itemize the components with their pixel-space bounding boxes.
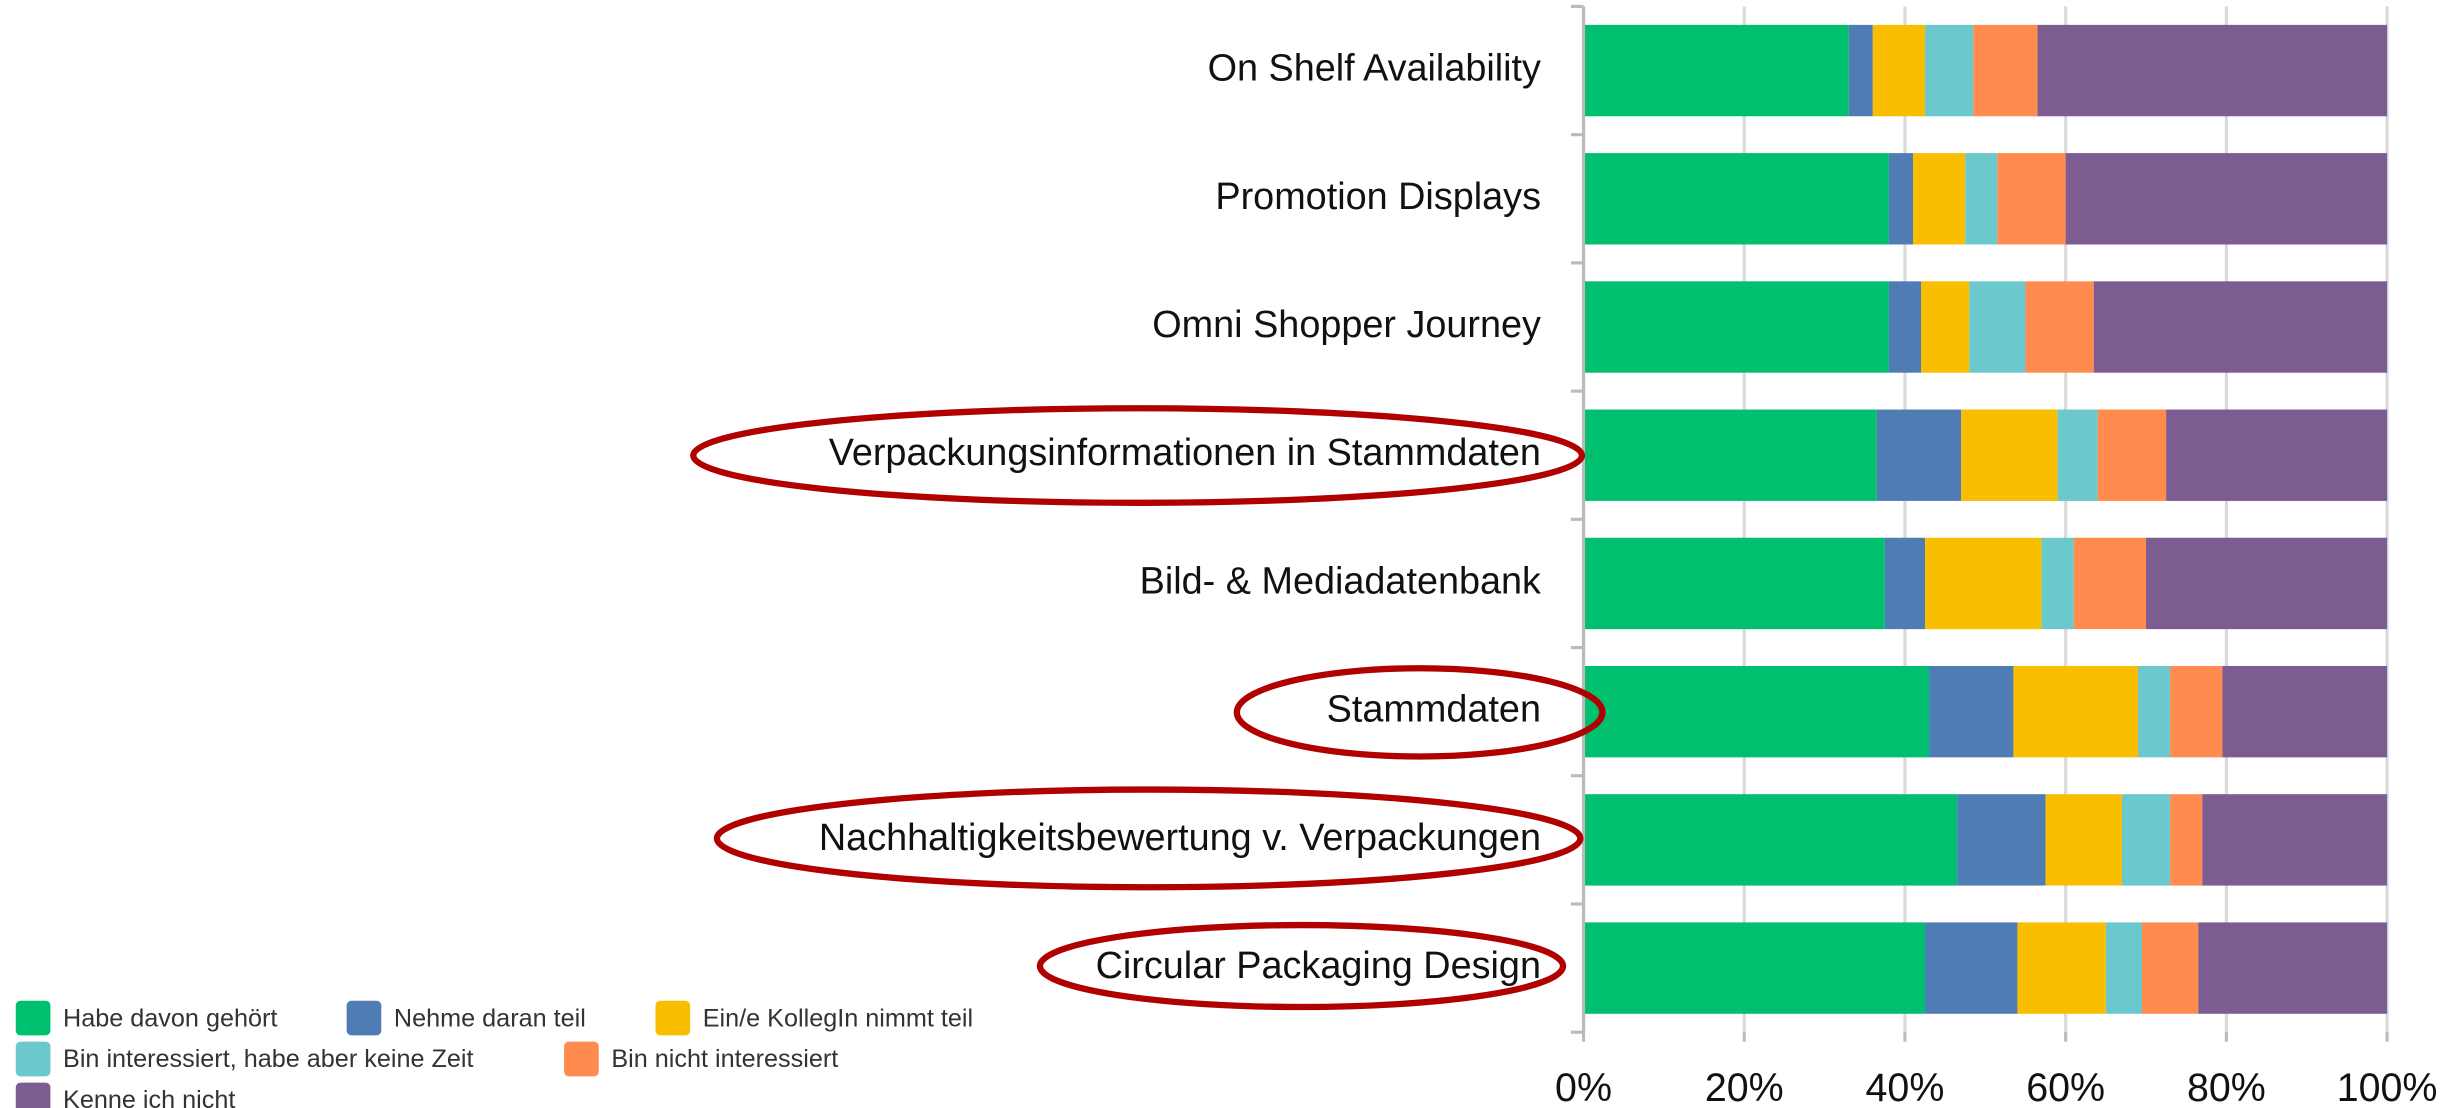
legend-label: Bin interessiert, habe aber keine Zeit	[63, 1045, 473, 1073]
bar-segment	[1969, 281, 2026, 373]
bar-segment	[2166, 409, 2388, 501]
category-label: Omni Shopper Journey	[1152, 304, 1541, 346]
legend-swatch	[655, 1000, 691, 1036]
bar-segment	[2073, 537, 2147, 630]
legend-swatch	[346, 1000, 382, 1036]
bar-segment	[2093, 281, 2388, 373]
bar-segment	[1997, 153, 2066, 245]
category-label: Stammdaten	[1327, 689, 1541, 731]
bar-segment	[1888, 153, 1913, 245]
bar-segment	[1872, 24, 1926, 117]
legend-label: Bin nicht interessiert	[611, 1045, 838, 1073]
category-label: Circular Packaging Design	[1096, 945, 1541, 987]
legend-swatch	[15, 1041, 51, 1077]
bar-segment	[2097, 409, 2167, 501]
annotations	[690, 405, 1606, 1011]
bar-segment	[1929, 665, 2014, 758]
bar-segment	[2105, 922, 2143, 1014]
category-label: Bild- & Mediadatenbank	[1140, 560, 1541, 602]
bar-segment	[1925, 922, 2018, 1014]
bar-segment	[1876, 409, 1962, 501]
bar-segment	[1888, 281, 1922, 373]
bar-segment	[1965, 153, 1998, 245]
bar-segment	[2013, 665, 2138, 758]
bar-segment	[1884, 537, 1926, 630]
bar-segment	[2142, 922, 2199, 1014]
bar-segment	[1961, 409, 2058, 501]
bar-segment	[2065, 153, 2388, 245]
bar-segment	[1583, 922, 1926, 1014]
bar-segment	[2017, 922, 2106, 1014]
bar-segment	[1921, 281, 1970, 373]
bar-segment	[1848, 24, 1873, 117]
highlight-ellipse	[690, 405, 1586, 506]
x-tick-label: 0%	[1555, 1066, 1612, 1108]
legend-swatch	[15, 1000, 51, 1036]
highlight-ellipse	[1036, 921, 1567, 1011]
bar-segment	[2037, 24, 2388, 117]
legend-label: Ein/e KollegIn nimmt teil	[703, 1004, 973, 1032]
bar-segment	[2170, 794, 2203, 886]
x-tick-label: 60%	[2026, 1066, 2105, 1108]
category-label: Verpackungsinformationen in Stammdaten	[829, 432, 1541, 474]
legend-label: Kenne ich nicht	[63, 1086, 235, 1108]
category-label: Nachhaltigkeitsbewertung v. Verpackungen	[819, 817, 1541, 859]
bar-segment	[1925, 24, 1974, 117]
bar-segment	[2025, 281, 2094, 373]
bar-segment	[1583, 24, 1849, 117]
labels: 0% 20% 40% 60% 80% 100% On Shelf Availability P…	[819, 48, 2438, 1108]
highlight-ellipse	[1233, 665, 1606, 760]
x-tick-label: 80%	[2187, 1066, 2266, 1108]
bar-segment	[2121, 794, 2171, 886]
x-tick-label: 20%	[1705, 1066, 1784, 1108]
bar-segment	[1583, 665, 1930, 758]
legend-label: Habe davon gehört	[63, 1004, 277, 1032]
bar-segment	[1583, 537, 1885, 630]
legend: Habe davon gehört Nehme daran teil Ein/e K…	[15, 1000, 973, 1108]
bar-segment	[1583, 153, 1889, 245]
legend-swatch	[15, 1082, 51, 1108]
bar-segment	[2146, 537, 2388, 630]
bar-segment	[2137, 665, 2171, 758]
bar-segment	[1973, 24, 2038, 117]
bar-segment	[1583, 794, 1958, 886]
bar-segment	[2198, 922, 2388, 1014]
x-tick-label: 100%	[2337, 1066, 2438, 1108]
legend-swatch	[564, 1041, 599, 1077]
bar-segment	[1912, 153, 1966, 245]
bar-segment	[2222, 665, 2388, 758]
x-tick-label: 40%	[1866, 1066, 1945, 1108]
bar-segment	[2057, 409, 2098, 501]
highlight-ellipse	[713, 786, 1584, 891]
bar-segment	[1583, 409, 1877, 501]
bar-segment	[2170, 665, 2223, 758]
bar-segment	[1925, 537, 2042, 630]
category-label: Promotion Displays	[1215, 176, 1541, 218]
legend-label: Nehme daran teil	[394, 1004, 586, 1032]
bar-segment	[2045, 794, 2122, 886]
bars	[1583, 24, 2388, 1014]
bar-segment	[2202, 794, 2388, 886]
bar-segment	[1583, 281, 1889, 373]
bar-segment	[1957, 794, 2046, 886]
category-label: On Shelf Availability	[1208, 48, 1541, 90]
bar-segment	[2041, 537, 2074, 630]
